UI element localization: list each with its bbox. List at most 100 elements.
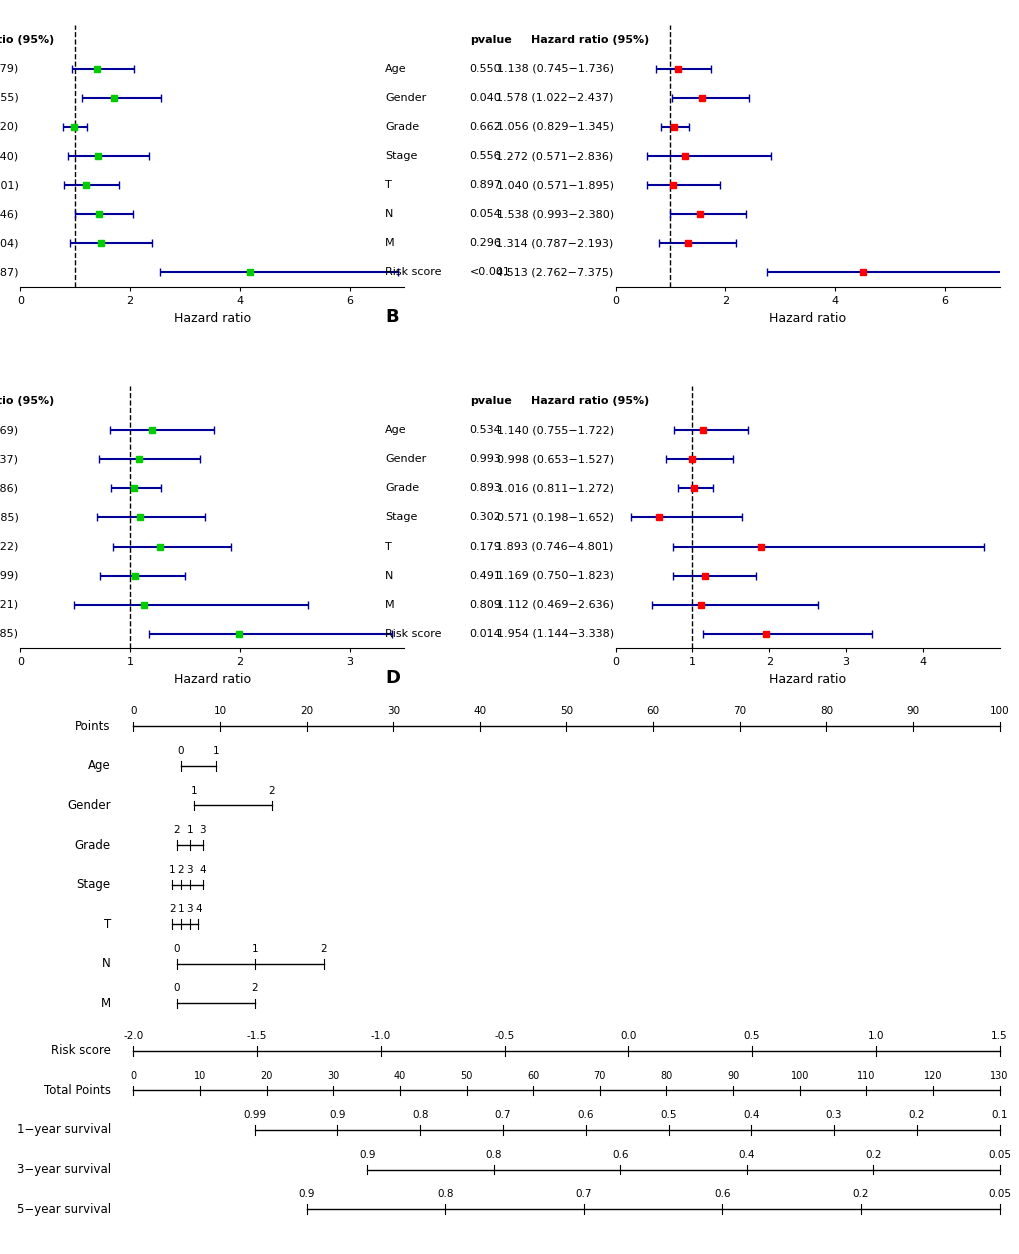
Text: Age: Age	[385, 425, 407, 435]
Text: 1.893 (0.746−4.801): 1.893 (0.746−4.801)	[496, 542, 613, 552]
Text: 0.6: 0.6	[713, 1189, 730, 1199]
Text: 1: 1	[186, 825, 193, 835]
Text: 0.7: 0.7	[494, 1110, 511, 1120]
Text: 0.8: 0.8	[436, 1189, 453, 1199]
Text: 2: 2	[169, 904, 175, 914]
Text: 1.272 (0.571−2.836): 1.272 (0.571−2.836)	[496, 150, 613, 161]
X-axis label: Hazard ratio: Hazard ratio	[768, 311, 846, 325]
Text: -2.0: -2.0	[123, 1031, 144, 1041]
Text: 0.4: 0.4	[742, 1110, 759, 1120]
Text: 0.99: 0.99	[243, 1110, 266, 1120]
Text: 0.993: 0.993	[469, 454, 501, 464]
Text: 1.993 (1.173−3.385): 1.993 (1.173−3.385)	[0, 628, 18, 638]
Text: 0.2: 0.2	[864, 1150, 880, 1160]
Text: Stage: Stage	[385, 150, 417, 161]
Text: 1.578 (1.022−2.437): 1.578 (1.022−2.437)	[496, 93, 613, 103]
Text: 120: 120	[923, 1071, 942, 1081]
Text: 80: 80	[659, 1071, 672, 1081]
X-axis label: Hazard ratio: Hazard ratio	[173, 311, 251, 325]
Text: B: B	[385, 308, 398, 326]
Text: Grade: Grade	[385, 483, 419, 493]
Text: 1.199 (0.813−1.769): 1.199 (0.813−1.769)	[0, 425, 18, 435]
Text: 0.893: 0.893	[469, 483, 501, 493]
Text: Grade: Grade	[74, 839, 111, 851]
Text: 40: 40	[473, 706, 486, 716]
Text: 0.05: 0.05	[987, 1150, 1010, 1160]
Text: 1.085 (0.720−1.637): 1.085 (0.720−1.637)	[0, 454, 18, 464]
Text: 1.016 (0.811−1.272): 1.016 (0.811−1.272)	[496, 483, 613, 493]
Text: 40: 40	[393, 1071, 406, 1081]
Text: N: N	[385, 209, 393, 219]
Text: D: D	[385, 670, 399, 687]
Text: 3−year survival: 3−year survival	[16, 1162, 111, 1176]
Text: 1.271 (0.841−1.922): 1.271 (0.841−1.922)	[0, 542, 18, 552]
Text: 0.897: 0.897	[469, 181, 501, 191]
Text: M: M	[385, 599, 394, 609]
Text: Hazard ratio (95%): Hazard ratio (95%)	[531, 396, 649, 406]
Text: 3: 3	[186, 904, 193, 914]
Text: 0: 0	[177, 746, 184, 756]
Text: 1: 1	[191, 785, 197, 795]
Text: Points: Points	[75, 720, 111, 732]
Text: 80: 80	[819, 706, 833, 716]
Text: 1: 1	[251, 944, 258, 954]
Text: 100: 100	[988, 706, 1009, 716]
Text: 1.5: 1.5	[990, 1031, 1007, 1041]
Text: 20: 20	[300, 706, 313, 716]
Text: Risk score: Risk score	[385, 267, 441, 277]
Text: 2: 2	[268, 785, 275, 795]
Text: 0: 0	[173, 944, 179, 954]
Text: 1.477 (0.907−2.404): 1.477 (0.907−2.404)	[0, 238, 18, 248]
Text: 1.112 (0.469−2.636): 1.112 (0.469−2.636)	[496, 599, 613, 609]
Text: 1.031 (0.826−1.286): 1.031 (0.826−1.286)	[0, 483, 18, 493]
Text: 10: 10	[213, 706, 226, 716]
Text: 90: 90	[906, 706, 919, 716]
Text: Gender: Gender	[67, 799, 111, 813]
Text: 0.9: 0.9	[359, 1150, 375, 1160]
Text: 10: 10	[194, 1071, 206, 1081]
Text: 110: 110	[856, 1071, 874, 1081]
Text: M: M	[101, 997, 111, 1009]
Text: pvalue: pvalue	[469, 35, 511, 45]
Text: 0.8: 0.8	[485, 1150, 501, 1160]
Text: Total Points: Total Points	[44, 1083, 111, 1097]
Text: 50: 50	[559, 706, 573, 716]
Text: 0.054: 0.054	[469, 209, 501, 219]
Text: 0.0: 0.0	[620, 1031, 636, 1041]
Text: 0.7: 0.7	[575, 1189, 591, 1199]
Text: 0.2: 0.2	[908, 1110, 924, 1120]
Text: 0.2: 0.2	[852, 1189, 868, 1199]
Text: 0.4: 0.4	[738, 1150, 754, 1160]
Text: 3: 3	[199, 825, 206, 835]
Text: 1.203 (0.803−1.801): 1.203 (0.803−1.801)	[0, 181, 18, 191]
Text: 4: 4	[195, 904, 202, 914]
Text: 3: 3	[186, 865, 193, 875]
Text: 1: 1	[177, 904, 184, 914]
Text: 2: 2	[177, 865, 184, 875]
Text: 0.1: 0.1	[990, 1110, 1007, 1120]
Text: Hazard ratio (95%): Hazard ratio (95%)	[0, 396, 54, 406]
Text: 50: 50	[460, 1071, 472, 1081]
Text: Risk score: Risk score	[385, 628, 441, 638]
Text: T: T	[385, 181, 391, 191]
Text: Hazard ratio (95%): Hazard ratio (95%)	[0, 35, 54, 45]
Text: T: T	[104, 918, 111, 930]
Text: Grade: Grade	[385, 122, 419, 132]
Text: 2: 2	[251, 983, 258, 993]
Text: Gender: Gender	[385, 454, 426, 464]
Text: 4: 4	[199, 865, 206, 875]
Text: 0.302: 0.302	[469, 513, 501, 523]
Text: 1.954 (1.144−3.338): 1.954 (1.144−3.338)	[496, 628, 613, 638]
Text: -1.0: -1.0	[370, 1031, 390, 1041]
Text: 1.538 (0.993−2.380): 1.538 (0.993−2.380)	[496, 209, 613, 219]
Text: N: N	[385, 571, 393, 581]
Text: 1.0: 1.0	[867, 1031, 883, 1041]
Text: 0.556: 0.556	[469, 150, 500, 161]
Text: Gender: Gender	[385, 93, 426, 103]
Text: 90: 90	[727, 1071, 739, 1081]
Text: 1.140 (0.755−1.722): 1.140 (0.755−1.722)	[496, 425, 613, 435]
Text: 0: 0	[130, 706, 137, 716]
Text: 0.6: 0.6	[611, 1150, 628, 1160]
Text: 0.5: 0.5	[743, 1031, 759, 1041]
Text: 1.700 (1.131−2.555): 1.700 (1.131−2.555)	[0, 93, 18, 103]
